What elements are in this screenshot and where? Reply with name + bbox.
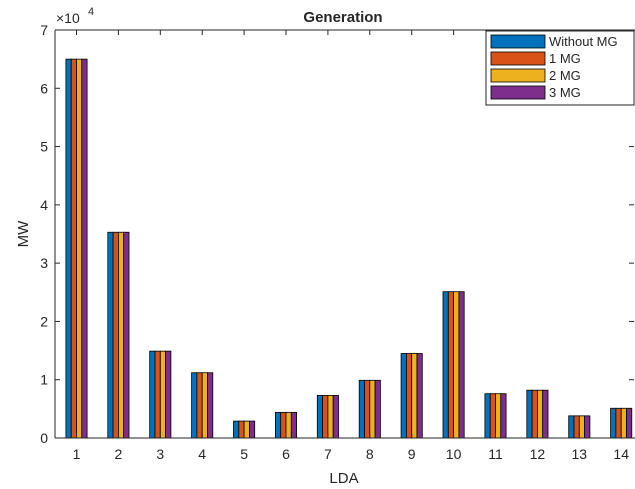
bar [484, 393, 491, 439]
bar [573, 415, 580, 439]
bar [280, 411, 287, 439]
bar [327, 395, 334, 439]
bar [358, 379, 365, 439]
legend-swatch [490, 85, 546, 100]
bar [196, 372, 203, 439]
bar [248, 420, 256, 439]
bar [191, 372, 198, 439]
bar [332, 395, 339, 439]
bar [70, 58, 77, 439]
bar [615, 407, 622, 439]
y-tick-label: 0 [40, 430, 48, 446]
y-tick-label: 7 [40, 22, 48, 38]
bar [118, 231, 125, 439]
bar [620, 407, 627, 439]
x-axis-label: LDA [329, 470, 358, 487]
x-tick-label: 4 [198, 446, 206, 462]
y-tick-label: 3 [40, 255, 48, 271]
bar [458, 291, 465, 439]
bar [65, 58, 72, 439]
bar [500, 393, 507, 439]
bar [238, 420, 245, 439]
bar [165, 350, 172, 439]
x-tick-label: 2 [115, 446, 123, 462]
bar [626, 407, 633, 439]
legend-label: 1 MG [549, 51, 581, 66]
x-tick-label: 13 [572, 446, 588, 462]
bar [112, 231, 119, 439]
legend-label: 3 MG [549, 85, 581, 100]
bar [405, 353, 413, 439]
legend-label: Without MG [549, 34, 618, 49]
chart-title: Generation [303, 9, 382, 26]
bar [285, 411, 292, 439]
y-exponent-base: ×10 [56, 10, 80, 26]
bar [495, 393, 502, 439]
bar [201, 372, 208, 439]
y-tick-label: 4 [40, 197, 48, 213]
bar [243, 420, 250, 439]
bar [489, 393, 496, 439]
x-tick-label: 9 [408, 446, 416, 462]
y-tick-label: 2 [40, 313, 48, 329]
x-tick-label: 3 [156, 446, 164, 462]
bar [400, 353, 407, 439]
y-tick-label: 5 [40, 139, 48, 155]
bar [76, 58, 83, 439]
bar [154, 350, 161, 439]
x-tick-label: 12 [530, 446, 546, 462]
bar [233, 420, 240, 439]
x-tick-label: 5 [240, 446, 248, 462]
bar [322, 395, 329, 439]
x-tick-label: 11 [488, 446, 503, 462]
bar [364, 379, 371, 439]
bar [526, 389, 533, 439]
bar [453, 291, 460, 439]
y-axis-label: MW [15, 220, 32, 247]
y-tick-label: 1 [40, 372, 48, 388]
bar [81, 58, 88, 439]
bar [542, 389, 549, 439]
legend-swatch [490, 34, 546, 49]
bar [149, 350, 156, 439]
bar [416, 353, 423, 439]
bar [123, 231, 130, 439]
x-tick-label: 6 [282, 446, 290, 462]
bar [107, 231, 114, 439]
bar [290, 411, 297, 439]
y-tick-label: 6 [40, 80, 48, 96]
bar [374, 379, 381, 439]
bar [584, 415, 591, 439]
legend-swatch [490, 68, 546, 83]
bar [447, 291, 454, 439]
legend: Without MG 1 MG 2 MG 3 MG [485, 30, 635, 106]
bar [411, 353, 418, 439]
bar [159, 350, 167, 439]
bar [207, 372, 214, 439]
bar [531, 389, 538, 439]
bar [369, 379, 376, 439]
x-tick-label: 1 [73, 446, 81, 462]
x-tick-label: 7 [324, 446, 332, 462]
legend-swatch [490, 51, 546, 66]
bar [316, 395, 323, 439]
x-tick-label: 10 [446, 446, 462, 462]
bar [274, 411, 282, 439]
bar [568, 415, 575, 439]
legend-label: 2 MG [549, 68, 581, 83]
y-exponent-power: 4 [88, 6, 94, 18]
x-tick-label: 14 [613, 446, 629, 462]
bar [610, 407, 617, 439]
bar [537, 389, 544, 439]
bar [578, 415, 585, 439]
bar [442, 291, 449, 439]
x-tick-label: 8 [366, 446, 374, 462]
